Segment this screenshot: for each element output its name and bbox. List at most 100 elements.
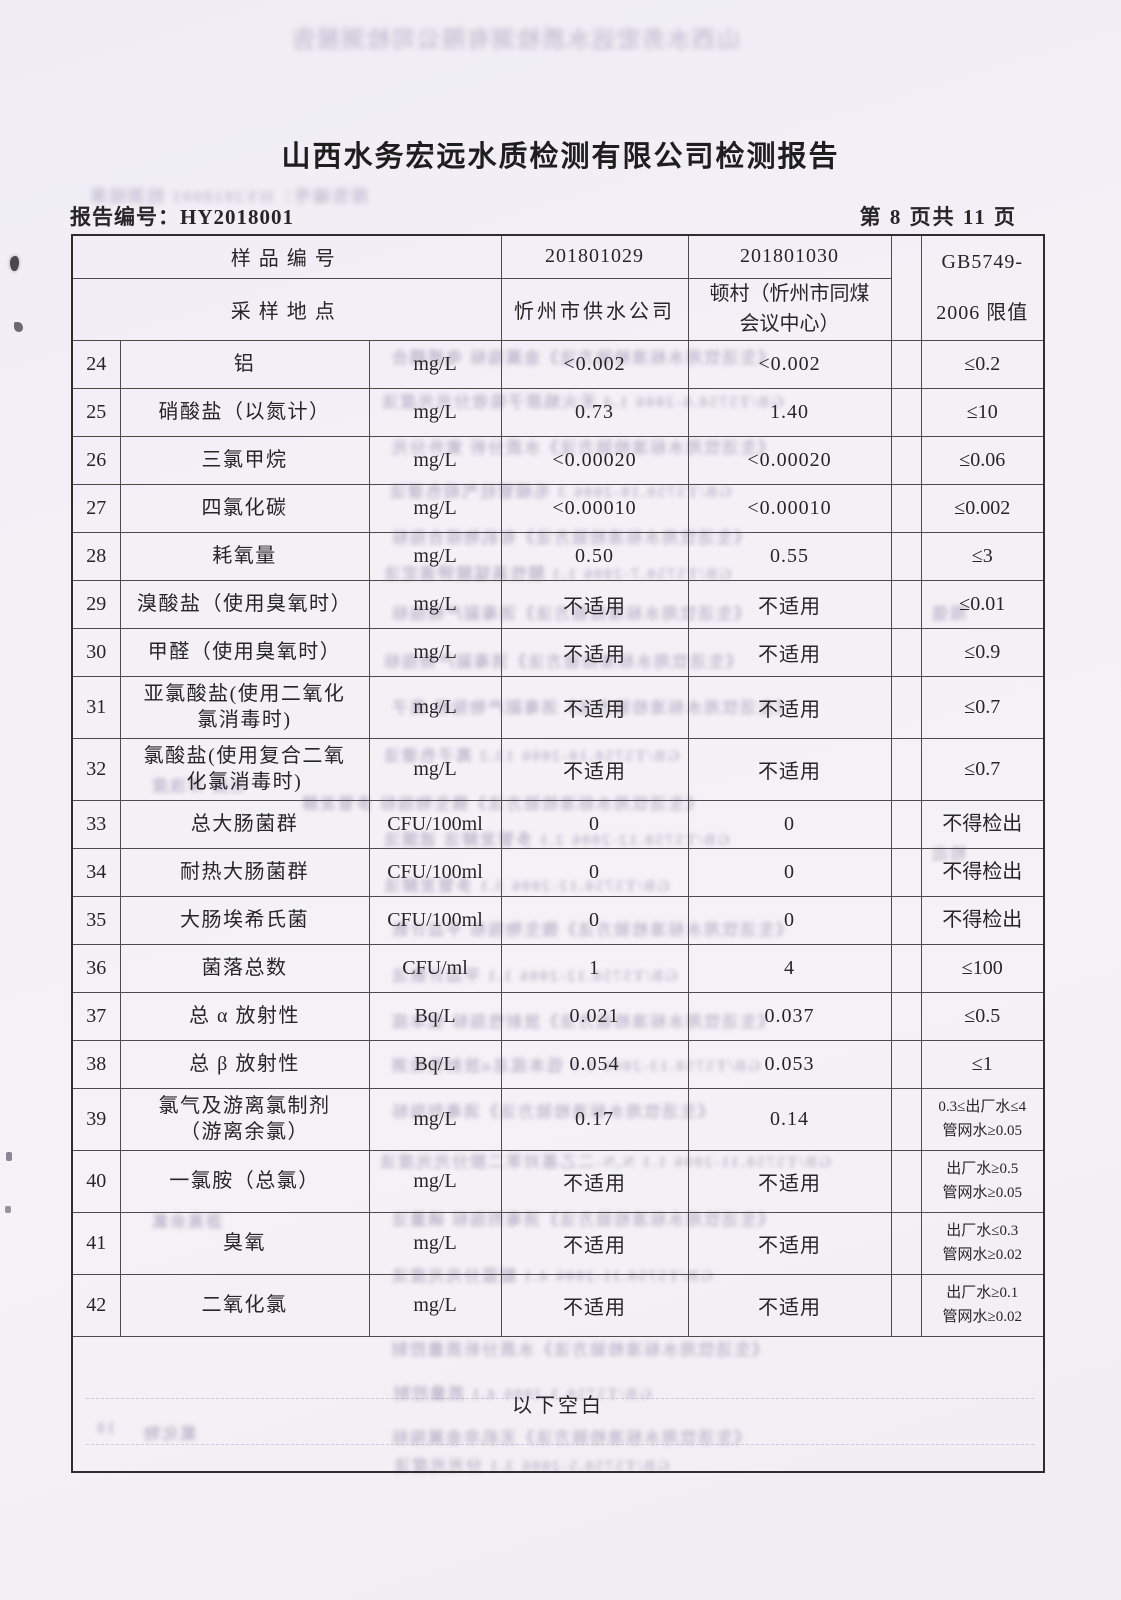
param-unit: mg/L (368, 579, 502, 629)
sample1-value: 0 (500, 895, 689, 945)
table-row: 24 铝 mg/L <0.002 <0.002 ≤0.2 (71, 339, 1045, 389)
sample1-value: 0.73 (500, 387, 689, 437)
param-unit: Bq/L (368, 991, 502, 1041)
param-unit: Bq/L (368, 1039, 502, 1089)
limit-value: ≤0.7 (920, 675, 1045, 739)
spacer-cell (890, 435, 922, 485)
spacer-cell (890, 531, 922, 581)
param-unit: CFU/100ml (368, 895, 502, 945)
param-unit: CFU/100ml (368, 847, 502, 897)
limit-value: ≤1 (920, 1039, 1045, 1089)
param-unit: mg/L (368, 435, 502, 485)
param-name: 臭氧 (119, 1211, 370, 1275)
table-row: 41 臭氧 mg/L 不适用 不适用 出厂水≤0.3 管网水≥0.02 (71, 1211, 1045, 1275)
param-name: 耗氧量 (119, 531, 370, 581)
param-unit: mg/L (368, 675, 502, 739)
limit-value: ≤0.06 (920, 435, 1045, 485)
param-index: 30 (71, 627, 121, 677)
sample2-value: <0.002 (687, 339, 892, 389)
header-row-sample-no: 样品编号 201801029 201801030 GB5749- 2006 限值 (71, 234, 1045, 341)
table-row: 33 总大肠菌群 CFU/100ml 0 0 不得检出 (71, 799, 1045, 849)
spacer-cell (890, 737, 922, 801)
report-number: 报告编号：HY2018001 (70, 205, 294, 229)
scan-speck (10, 256, 19, 271)
spacer-cell (890, 991, 922, 1041)
limit-value: ≤0.002 (920, 483, 1045, 533)
param-index: 32 (71, 737, 121, 801)
table-row: 34 耐热大肠菌群 CFU/100ml 0 0 不得检出 (71, 847, 1045, 897)
param-index: 35 (71, 895, 121, 945)
limit-value: ≤0.7 (920, 737, 1045, 801)
spacer-cell (890, 1087, 922, 1151)
param-unit: mg/L (368, 737, 502, 801)
limit-value: 不得检出 (920, 847, 1045, 897)
param-unit: mg/L (368, 483, 502, 533)
sample1-value: 不适用 (500, 1273, 689, 1337)
limit-value: ≤0.2 (920, 339, 1045, 389)
limit-value: 出厂水≥0.5 管网水≥0.05 (920, 1149, 1045, 1213)
scan-speck (5, 1206, 11, 1213)
param-index: 26 (71, 435, 121, 485)
table-row: 27 四氯化碳 mg/L <0.00010 <0.00010 ≤0.002 (71, 483, 1045, 533)
limit-value: ≤3 (920, 531, 1045, 581)
limit-value: 0.3≤出厂水≤4 管网水≥0.05 (920, 1087, 1045, 1151)
table-row: 35 大肠埃希氏菌 CFU/100ml 0 0 不得检出 (71, 895, 1045, 945)
sample1-value: <0.00010 (500, 483, 689, 533)
param-index: 31 (71, 675, 121, 739)
table-row: 32 氯酸盐(使用复合二氧 化氯消毒时) mg/L 不适用 不适用 ≤0.7 (71, 737, 1045, 801)
page-title: 山西水务宏远水质检测有限公司检测报告 (281, 141, 840, 173)
sample1-value: <0.00020 (500, 435, 689, 485)
param-index: 24 (71, 339, 121, 389)
param-index: 28 (71, 531, 121, 581)
sample2-value: 0.14 (687, 1087, 892, 1151)
sample2-value: 1.40 (687, 387, 892, 437)
param-index: 33 (71, 799, 121, 849)
table-row: 30 甲醛（使用臭氧时） mg/L 不适用 不适用 ≤0.9 (71, 627, 1045, 677)
param-unit: mg/L (368, 627, 502, 677)
param-unit: mg/L (368, 1211, 502, 1275)
table-row: 36 菌落总数 CFU/ml 1 4 ≤100 (71, 943, 1045, 993)
sample1-value: 1 (500, 943, 689, 993)
sample1-value: 不适用 (500, 1211, 689, 1275)
spacer-cell (890, 847, 922, 897)
param-index: 40 (71, 1149, 121, 1213)
sample1-value: 0.17 (500, 1087, 689, 1151)
param-name: 氯酸盐(使用复合二氧 化氯消毒时) (119, 737, 370, 801)
page-indicator: 第 8 页共 11 页 (859, 205, 1017, 229)
sample-no-label: 样品编号 (71, 234, 502, 279)
results-tbody: 样品编号 201801029 201801030 GB5749- 2006 限值… (71, 234, 1045, 1473)
limit-value: ≤10 (920, 387, 1045, 437)
blank-footer-row: 以下空白 (71, 1335, 1045, 1473)
table-row: 42 二氧化氯 mg/L 不适用 不适用 出厂水≥0.1 管网水≥0.02 (71, 1273, 1045, 1337)
limit-value: ≤100 (920, 943, 1045, 993)
param-unit: mg/L (368, 387, 502, 437)
sample1-value: 不适用 (500, 579, 689, 629)
limit-value: 不得检出 (920, 799, 1045, 849)
table-row: 31 亚氯酸盐(使用二氧化 氯消毒时) mg/L 不适用 不适用 ≤0.7 (71, 675, 1045, 739)
sample2-site: 顿村（忻州市同煤 会议中心） (687, 277, 892, 341)
sample2-number: 201801030 (687, 234, 892, 279)
param-name: 亚氯酸盐(使用二氧化 氯消毒时) (119, 675, 370, 739)
param-name: 总大肠菌群 (119, 799, 370, 849)
sample1-value: 0 (500, 799, 689, 849)
sample2-value: 不适用 (687, 1211, 892, 1275)
table-row: 37 总 α 放射性 Bq/L 0.021 0.037 ≤0.5 (71, 991, 1045, 1041)
limit-value: ≤0.9 (920, 627, 1045, 677)
table-row: 38 总 β 放射性 Bq/L 0.054 0.053 ≤1 (71, 1039, 1045, 1089)
sample1-value: 0 (500, 847, 689, 897)
limit-value: ≤0.5 (920, 991, 1045, 1041)
param-unit: mg/L (368, 1273, 502, 1337)
param-unit: CFU/ml (368, 943, 502, 993)
sample2-value: 0.55 (687, 531, 892, 581)
param-name: 溴酸盐（使用臭氧时） (119, 579, 370, 629)
bleed-through-text: 山西水务宏远水质检测有限公司检测报告 (290, 27, 740, 52)
sample1-site: 忻州市供水公司 (500, 277, 689, 341)
param-name: 三氯甲烷 (119, 435, 370, 485)
param-index: 29 (71, 579, 121, 629)
limit-column-header: GB5749- 2006 限值 (920, 234, 1045, 341)
spacer-cell (890, 1039, 922, 1089)
param-unit: mg/L (368, 1087, 502, 1151)
limit-value: ≤0.01 (920, 579, 1045, 629)
param-name: 一氯胺（总氯） (119, 1149, 370, 1213)
sample2-value: 不适用 (687, 1273, 892, 1337)
